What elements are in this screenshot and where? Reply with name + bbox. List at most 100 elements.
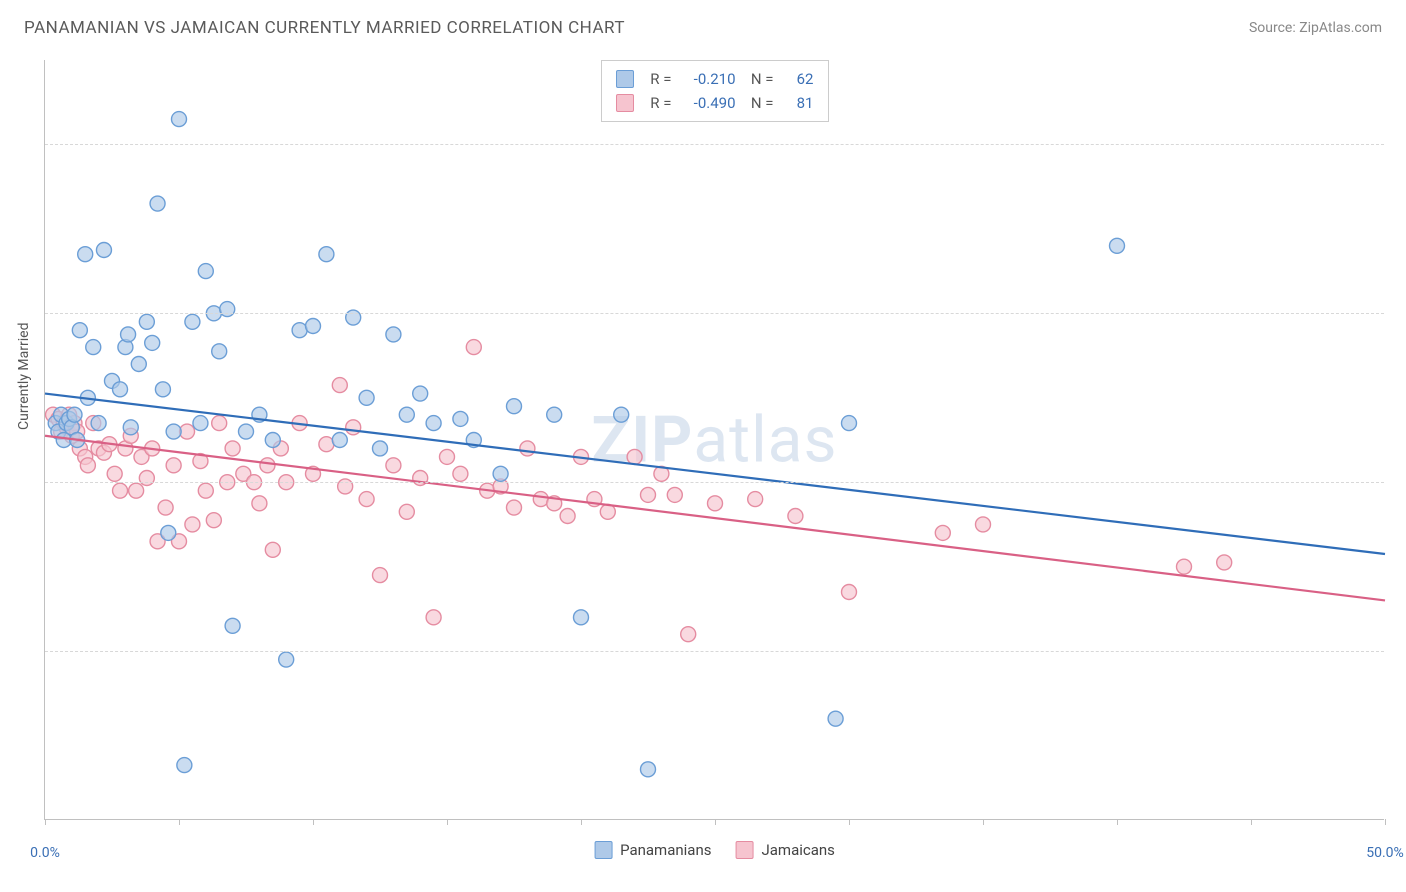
trendline	[45, 436, 1385, 601]
data-point	[373, 568, 388, 583]
data-point	[681, 627, 696, 642]
source-attribution: Source: ZipAtlas.com	[1249, 20, 1382, 36]
n-value: 81	[782, 94, 814, 112]
legend-series-name: Jamaicans	[761, 841, 834, 859]
data-point	[139, 471, 154, 486]
data-point	[426, 610, 441, 625]
data-point	[239, 424, 254, 439]
data-point	[641, 487, 656, 502]
data-point	[332, 378, 347, 393]
data-point	[166, 458, 181, 473]
data-point	[185, 314, 200, 329]
data-point	[292, 323, 307, 338]
data-point	[78, 247, 93, 262]
legend-swatch	[735, 841, 753, 859]
stats-legend-row: R =-0.490N =81	[616, 91, 814, 115]
data-point	[150, 196, 165, 211]
n-value: 62	[782, 70, 814, 88]
data-point	[145, 335, 160, 350]
r-value: -0.490	[680, 94, 736, 112]
data-point	[212, 344, 227, 359]
data-point	[338, 479, 353, 494]
legend-item: Jamaicans	[735, 841, 834, 859]
x-tick	[983, 819, 984, 825]
data-point	[560, 509, 575, 524]
gridline	[45, 651, 1384, 652]
data-point	[131, 357, 146, 372]
data-point	[667, 487, 682, 502]
data-point	[976, 517, 991, 532]
x-tick	[715, 819, 716, 825]
x-tick	[1117, 819, 1118, 825]
x-tick	[447, 819, 448, 825]
series-legend: Panamanians Jamaicans	[594, 841, 835, 859]
data-point	[533, 492, 548, 507]
data-point	[708, 496, 723, 511]
data-point	[574, 610, 589, 625]
data-point	[306, 319, 321, 334]
data-point	[828, 711, 843, 726]
gridline	[45, 482, 1384, 483]
data-point	[332, 433, 347, 448]
data-point	[1110, 238, 1125, 253]
data-point	[198, 264, 213, 279]
data-point	[91, 416, 106, 431]
data-point	[123, 420, 138, 435]
data-point	[426, 416, 441, 431]
data-point	[198, 483, 213, 498]
data-point	[67, 407, 82, 422]
data-point	[113, 483, 128, 498]
data-point	[225, 441, 240, 456]
data-point	[346, 420, 361, 435]
data-point	[212, 416, 227, 431]
n-label: N =	[744, 94, 774, 112]
data-point	[260, 458, 275, 473]
data-point	[386, 327, 401, 342]
data-point	[466, 340, 481, 355]
data-point	[319, 247, 334, 262]
data-point	[399, 504, 414, 519]
data-point	[121, 327, 136, 342]
data-point	[614, 407, 629, 422]
data-point	[1177, 559, 1192, 574]
data-point	[177, 758, 192, 773]
data-point	[265, 433, 280, 448]
x-tick	[179, 819, 180, 825]
data-point	[386, 458, 401, 473]
x-tick-label: 0.0%	[30, 845, 60, 861]
legend-series-name: Panamanians	[620, 841, 711, 859]
data-point	[172, 112, 187, 127]
data-point	[413, 386, 428, 401]
data-point	[193, 416, 208, 431]
legend-item: Panamanians	[594, 841, 711, 859]
data-point	[155, 382, 170, 397]
data-point	[279, 652, 294, 667]
data-point	[359, 390, 374, 405]
chart-header: PANAMANIAN VS JAMAICAN CURRENTLY MARRIED…	[0, 0, 1406, 50]
data-point	[359, 492, 374, 507]
x-tick	[45, 819, 46, 825]
data-point	[346, 310, 361, 325]
data-point	[225, 618, 240, 633]
data-point	[161, 525, 176, 540]
data-point	[627, 449, 642, 464]
data-point	[507, 399, 522, 414]
data-point	[842, 416, 857, 431]
x-tick-label: 50.0%	[1366, 845, 1404, 861]
data-point	[453, 466, 468, 481]
legend-swatch	[616, 94, 634, 112]
data-point	[166, 424, 181, 439]
data-point	[107, 466, 122, 481]
data-point	[252, 496, 267, 511]
data-point	[185, 517, 200, 532]
data-point	[493, 466, 508, 481]
data-point	[220, 302, 235, 317]
x-tick	[1251, 819, 1252, 825]
x-tick	[1385, 819, 1386, 825]
data-point	[319, 437, 334, 452]
y-axis-label: Currently Married	[16, 323, 32, 430]
data-point	[139, 314, 154, 329]
gridline	[45, 144, 1384, 145]
data-point	[113, 382, 128, 397]
data-point	[935, 525, 950, 540]
